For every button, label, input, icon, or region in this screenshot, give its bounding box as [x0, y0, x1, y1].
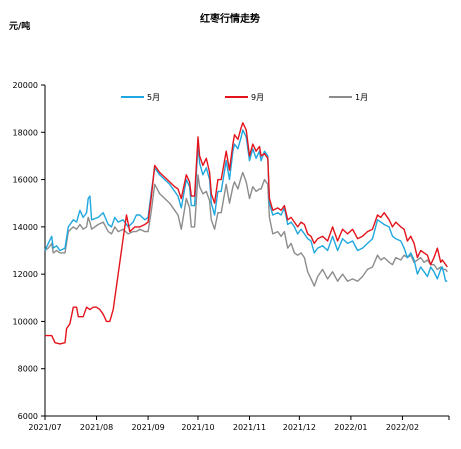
y-tick-label: 14000	[13, 223, 38, 232]
x-tick-label: 2021/12	[283, 423, 316, 432]
y-tick-label: 20000	[13, 81, 38, 90]
x-tick-label: 2021/09	[131, 423, 164, 432]
y-unit-label: 元/吨	[9, 20, 30, 32]
y-tick-label: 8000	[18, 365, 38, 374]
x-tick-label: 2021/08	[80, 423, 113, 432]
x-axis: 2021/07 2021/08 2021/09 2021/10 2021/11 2021/…	[28, 415, 450, 432]
y-tick-label: 16000	[13, 176, 38, 185]
x-tick-label: 2022/01	[334, 423, 367, 432]
chart-title: 红枣行情走势	[200, 12, 260, 25]
series-line-0	[44, 129, 448, 282]
series-line-2	[44, 171, 448, 287]
y-axis: 6000 8000 10000 12000 14000 16000 18000 20000	[13, 81, 46, 421]
y-tick-label: 18000	[13, 128, 38, 137]
y-tick-label: 6000	[18, 412, 38, 421]
series-line-1	[45, 122, 448, 345]
x-tick-label: 2022/02	[386, 423, 419, 432]
legend-label: 9月	[251, 93, 264, 102]
y-tick-label: 10000	[13, 317, 38, 326]
x-tick-label: 2021/07	[28, 423, 61, 432]
x-tick-label: 2021/11	[233, 423, 266, 432]
legend-label: 5月	[147, 93, 160, 102]
x-tick-label: 2021/10	[181, 423, 214, 432]
series-group	[44, 122, 448, 345]
legend-label: 1月	[355, 93, 368, 102]
y-tick-label: 12000	[13, 270, 38, 279]
legend: 5月 9月 1月	[121, 93, 368, 102]
